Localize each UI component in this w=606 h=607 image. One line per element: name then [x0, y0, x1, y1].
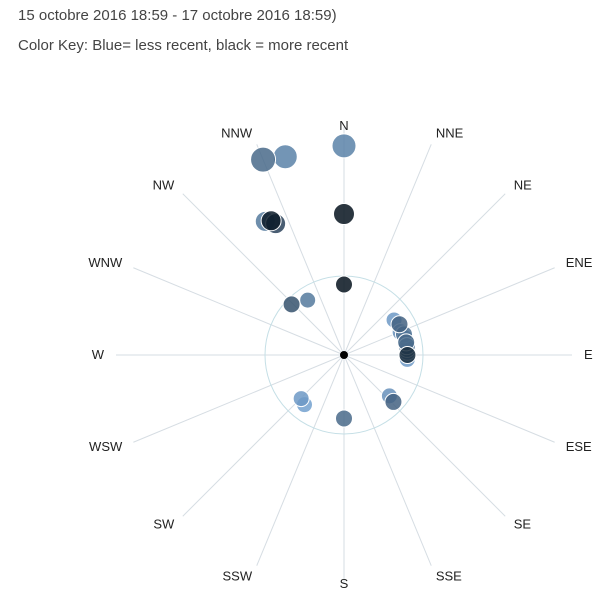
axis-nw [182, 193, 345, 356]
data-point-1 [333, 203, 355, 225]
direction-label-e: E [584, 347, 593, 362]
direction-label-wsw: WSW [89, 439, 123, 454]
data-point-9 [282, 295, 301, 314]
axis-sse [343, 354, 432, 566]
data-point-23 [335, 409, 353, 428]
data-point-25 [292, 390, 310, 408]
direction-label-wnw: WNW [88, 255, 123, 270]
direction-label-nnw: NNW [221, 125, 253, 140]
data-point-2 [335, 275, 353, 294]
direction-axes [116, 127, 572, 583]
direction-label-se: SE [514, 517, 532, 532]
data-point-3 [272, 144, 298, 170]
period-title: 15 octobre 2016 18:59 - 17 octobre 2016 … [18, 7, 337, 24]
axis-ene [343, 267, 555, 356]
axis-sw [182, 354, 345, 517]
data-point-0 [331, 133, 357, 159]
direction-label-w: W [92, 347, 105, 362]
direction-labels: N NNE NE ENE E ESE SE SSE S SSW SW WSW W WNW NW NNW [88, 118, 593, 591]
data-point-19 [398, 346, 417, 364]
center-marker [340, 351, 348, 359]
axis-ne [343, 193, 506, 356]
axis-wnw [133, 267, 345, 356]
axis-nnw [256, 144, 345, 356]
data-point-8 [299, 291, 317, 309]
direction-label-nw: NW [153, 177, 175, 192]
axis-ssw [256, 354, 345, 566]
data-point-4 [250, 146, 277, 173]
direction-label-ese: ESE [566, 439, 592, 454]
axis-se [343, 354, 506, 517]
direction-label-ne: NE [514, 177, 532, 192]
direction-label-sse: SSE [436, 569, 462, 584]
direction-label-ssw: SSW [223, 569, 253, 584]
axis-wsw [133, 354, 345, 443]
axis-nne [343, 144, 432, 356]
direction-label-s: S [340, 576, 349, 591]
direction-label-nne: NNE [436, 125, 464, 140]
direction-label-ene: ENE [566, 255, 593, 270]
data-point-11 [390, 315, 409, 334]
direction-label-n: N [339, 118, 348, 133]
data-points [250, 133, 417, 428]
direction-label-sw: SW [153, 517, 175, 532]
axis-ese [343, 354, 555, 443]
color-key-text: Color Key: Blue= less recent, black = mo… [18, 37, 349, 54]
data-point-7 [260, 210, 282, 232]
data-point-22 [384, 392, 403, 411]
